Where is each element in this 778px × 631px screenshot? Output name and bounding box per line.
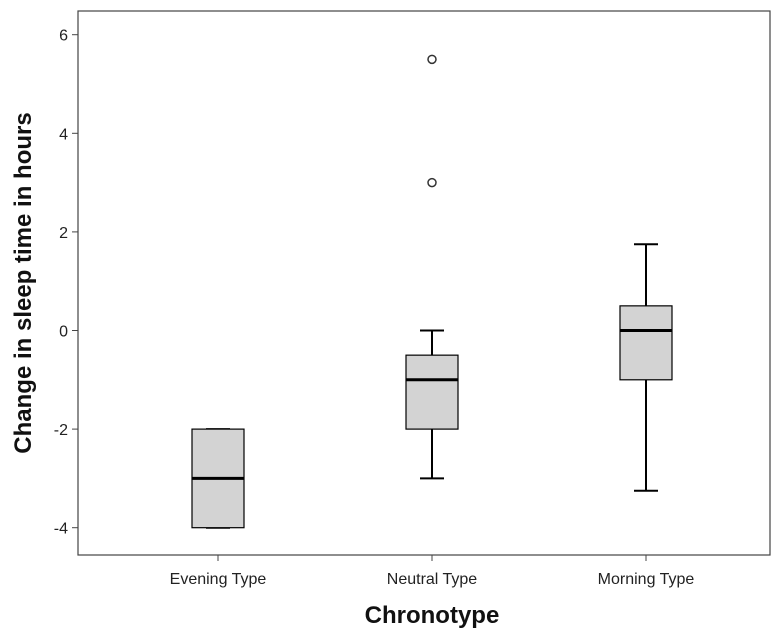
y-tick-label: 2 <box>59 225 68 242</box>
x-axis-title: Chronotype <box>365 602 500 629</box>
x-tick-label: Evening Type <box>170 571 267 588</box>
iqr-box <box>619 305 673 381</box>
y-tick-label: -2 <box>54 422 68 439</box>
y-tick-label: 4 <box>59 126 68 143</box>
x-tick-label: Morning Type <box>598 571 695 588</box>
outlier-point <box>427 177 437 188</box>
x-tick-label: Neutral Type <box>387 571 478 588</box>
y-tick-label: 0 <box>59 324 68 341</box>
y-axis-title: Change in sleep time in hours <box>10 112 37 453</box>
y-tick-label: -4 <box>54 521 68 538</box>
outlier-point <box>427 54 437 65</box>
box-group <box>619 243 673 492</box>
plot-frame <box>77 10 771 556</box>
y-tick-label: 6 <box>59 28 68 45</box>
iqr-box <box>405 354 459 430</box>
box-group <box>191 428 245 529</box>
box-group <box>405 54 459 480</box>
